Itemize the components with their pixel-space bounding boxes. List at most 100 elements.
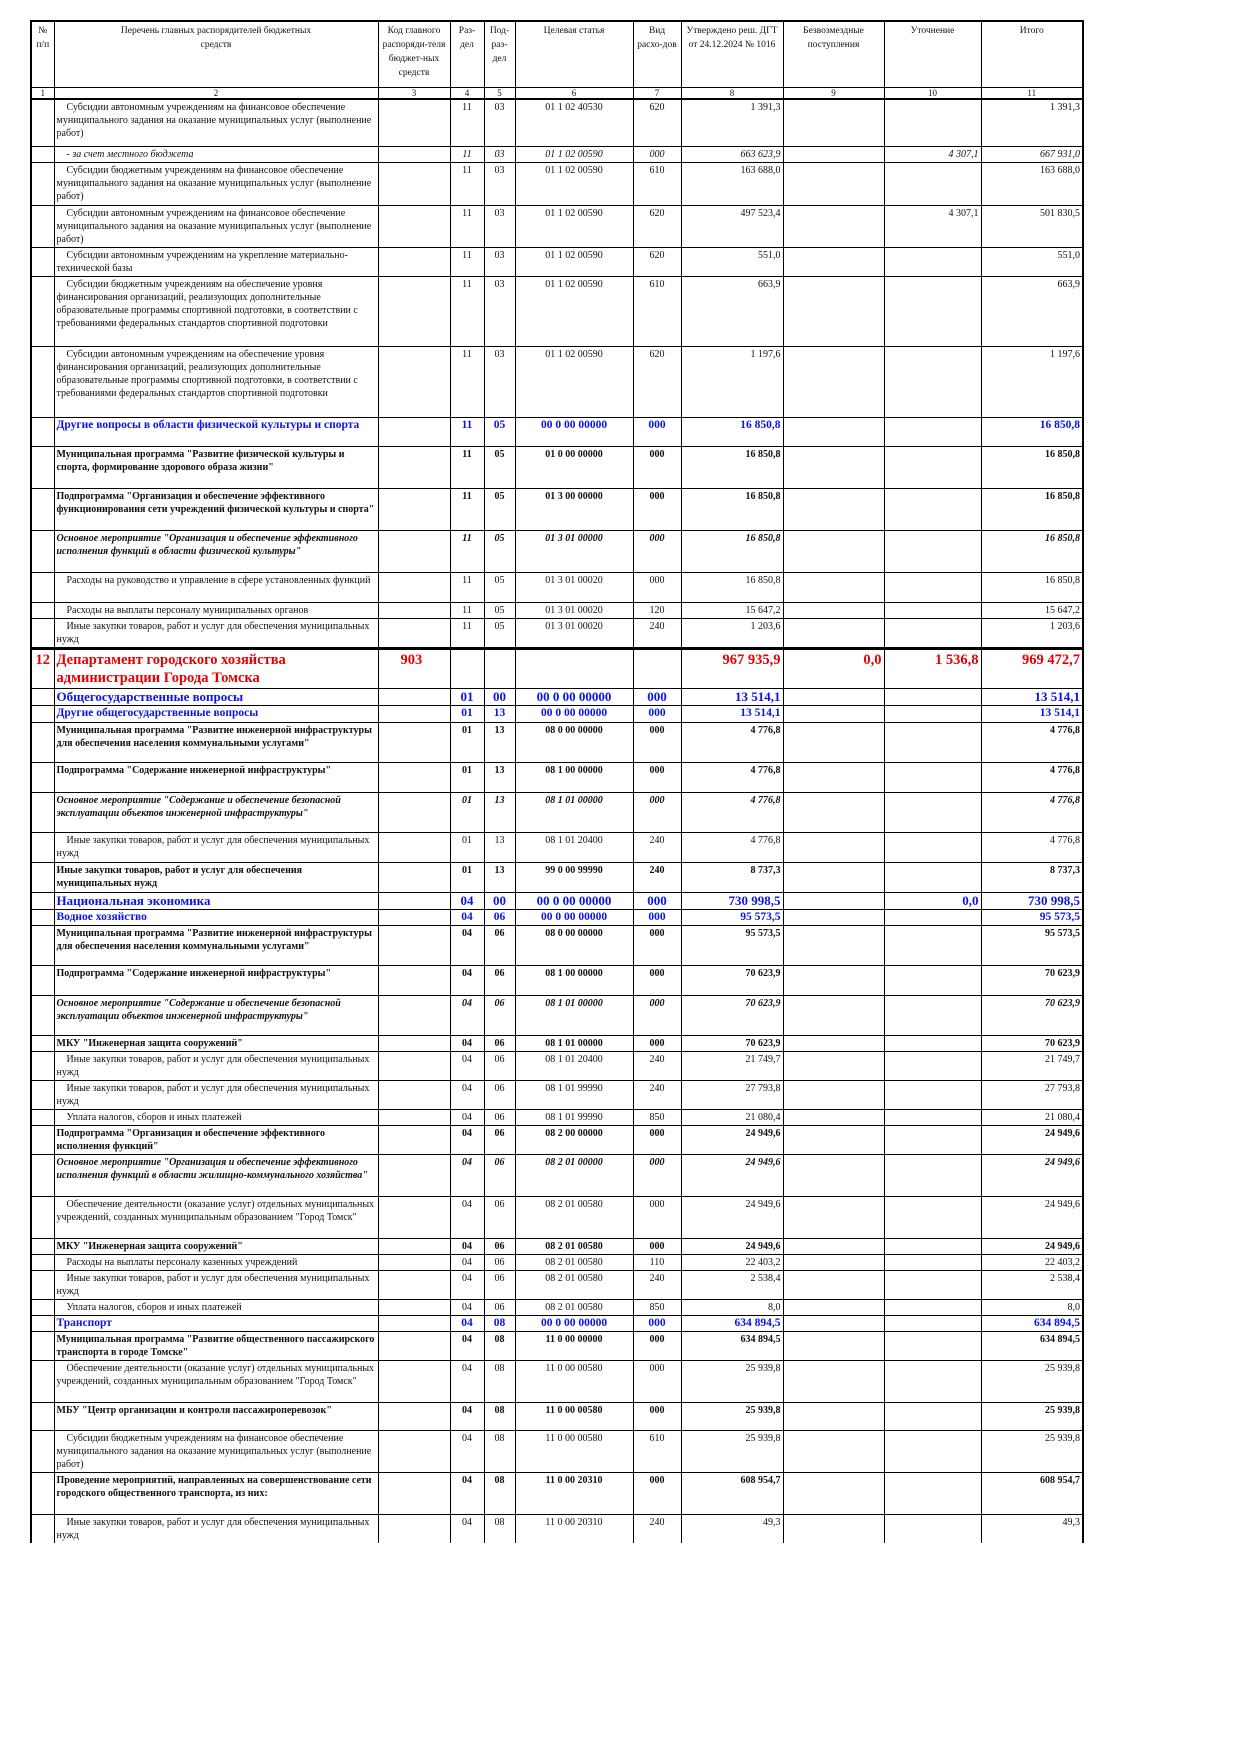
- row-total: 25 939,8: [980, 1360, 1084, 1403]
- row-clarification: [883, 162, 982, 206]
- row-clarification: [883, 247, 982, 277]
- row-razdel: 04: [449, 1514, 485, 1543]
- row-free-receipts: [782, 162, 885, 206]
- row-expense-type: 620: [632, 346, 682, 418]
- table-row: Транспорт 04 08 00 0 00 00000 000 634 894,5 63…: [30, 1315, 1084, 1332]
- row-clarification: [883, 446, 982, 489]
- row-free-receipts: [782, 1125, 885, 1155]
- row-code: [377, 1196, 451, 1239]
- row-number: [30, 688, 55, 706]
- table-row: Иные закупки товаров, работ и услуг для …: [30, 1270, 1084, 1300]
- column-number-row: 1 2 3 4 5 6 7 8 9 10 11: [30, 86, 1084, 100]
- row-free-receipts: [782, 1299, 885, 1316]
- row-name: Национальная экономика: [53, 892, 379, 910]
- row-expense-type: 000: [632, 1402, 682, 1431]
- row-total: 667 931,0: [980, 146, 1084, 163]
- table-row: Водное хозяйство 04 06 00 0 00 00000 000 95 5…: [30, 909, 1084, 926]
- row-podrazdel: 03: [483, 205, 516, 248]
- row-razdel: 04: [449, 1035, 485, 1052]
- row-expense-type: 000: [632, 965, 682, 996]
- row-name: Другие вопросы в области физической куль…: [53, 417, 379, 447]
- table-row: Уплата налогов, сборов и иных платежей 04…: [30, 1299, 1084, 1316]
- row-podrazdel: 03: [483, 98, 516, 147]
- row-code: [377, 1125, 451, 1155]
- row-number: [30, 572, 55, 603]
- row-clarification: 1 536,8: [883, 647, 982, 689]
- row-free-receipts: [782, 1270, 885, 1300]
- row-free-receipts: [782, 446, 885, 489]
- row-approved: 608 954,7: [680, 1472, 784, 1515]
- row-approved: 967 935,9: [680, 647, 784, 689]
- row-number: [30, 1514, 55, 1543]
- row-number: [30, 1472, 55, 1515]
- row-name: Подпрограмма "Организация и обеспечение …: [53, 1125, 379, 1155]
- row-clarification: [883, 762, 982, 793]
- row-total: 1 203,6: [980, 618, 1084, 649]
- row-code: [377, 965, 451, 996]
- budget-table: № п/п Перечень главных распорядителей бю…: [30, 20, 1084, 1543]
- row-name: Субсидии автономным учреждениям на обесп…: [53, 346, 379, 418]
- row-number: [30, 832, 55, 863]
- row-clarification: [883, 276, 982, 347]
- row-target-article: 01 3 00 00000: [514, 488, 634, 531]
- row-clarification: [883, 1051, 982, 1081]
- row-target-article: 08 1 01 00000: [514, 792, 634, 833]
- row-approved: 163 688,0: [680, 162, 784, 206]
- row-expense-type: 240: [632, 1514, 682, 1543]
- row-name: Расходы на выплаты персоналу казенных уч…: [53, 1254, 379, 1271]
- row-expense-type: 000: [632, 909, 682, 926]
- row-name: Основное мероприятие "Содержание и обесп…: [53, 995, 379, 1036]
- row-name: Иные закупки товаров, работ и услуг для …: [53, 1051, 379, 1081]
- row-total: 24 949,6: [980, 1238, 1084, 1255]
- row-expense-type: 000: [632, 530, 682, 573]
- row-approved: 70 623,9: [680, 995, 784, 1036]
- row-code: [377, 722, 451, 763]
- row-razdel: 04: [449, 1472, 485, 1515]
- row-razdel: 11: [449, 346, 485, 418]
- row-approved: 24 949,6: [680, 1238, 784, 1255]
- row-razdel: 04: [449, 892, 485, 910]
- table-row: Расходы на выплаты персоналу казенных уч…: [30, 1254, 1084, 1271]
- row-approved: 4 776,8: [680, 792, 784, 833]
- row-podrazdel: 06: [483, 1154, 516, 1197]
- row-code: [377, 162, 451, 206]
- row-razdel: 04: [449, 1360, 485, 1403]
- row-name: Субсидии бюджетным учреждениям на финанс…: [53, 162, 379, 206]
- row-target-article: 01 1 02 00590: [514, 276, 634, 347]
- row-target-article: 08 0 00 00000: [514, 925, 634, 966]
- row-clarification: [883, 346, 982, 418]
- row-approved: 1 203,6: [680, 618, 784, 649]
- row-clarification: [883, 965, 982, 996]
- row-number: [30, 1125, 55, 1155]
- row-razdel: 04: [449, 909, 485, 926]
- row-target-article: 08 1 01 99990: [514, 1080, 634, 1110]
- row-razdel: 04: [449, 1080, 485, 1110]
- row-free-receipts: [782, 1051, 885, 1081]
- row-razdel: 04: [449, 1154, 485, 1197]
- row-podrazdel: 06: [483, 1196, 516, 1239]
- row-free-receipts: [782, 892, 885, 910]
- header-name: Перечень главных распорядителей бюджетны…: [53, 20, 379, 88]
- row-approved: 24 949,6: [680, 1154, 784, 1197]
- table-row: МКУ "Инженерная защита сооружений" 04 06 08…: [30, 1238, 1084, 1255]
- row-expense-type: 110: [632, 1254, 682, 1271]
- table-row: МБУ "Центр организации и контроля пассаж…: [30, 1402, 1084, 1431]
- row-razdel: 11: [449, 602, 485, 619]
- row-number: [30, 488, 55, 531]
- row-podrazdel: 06: [483, 909, 516, 926]
- row-target-article: 01 1 02 00590: [514, 162, 634, 206]
- row-number: [30, 909, 55, 926]
- row-number: [30, 205, 55, 248]
- row-podrazdel: 13: [483, 862, 516, 893]
- row-clarification: [883, 98, 982, 147]
- row-expense-type: 000: [632, 146, 682, 163]
- row-total: 21 080,4: [980, 1109, 1084, 1126]
- row-number: [30, 618, 55, 649]
- table-row: Иные закупки товаров, работ и услуг для …: [30, 1514, 1084, 1543]
- row-expense-type: 000: [632, 1238, 682, 1255]
- row-target-article: 01 3 01 00020: [514, 618, 634, 649]
- row-razdel: 04: [449, 1196, 485, 1239]
- row-expense-type: 850: [632, 1299, 682, 1316]
- row-approved: 2 538,4: [680, 1270, 784, 1300]
- row-code: [377, 417, 451, 447]
